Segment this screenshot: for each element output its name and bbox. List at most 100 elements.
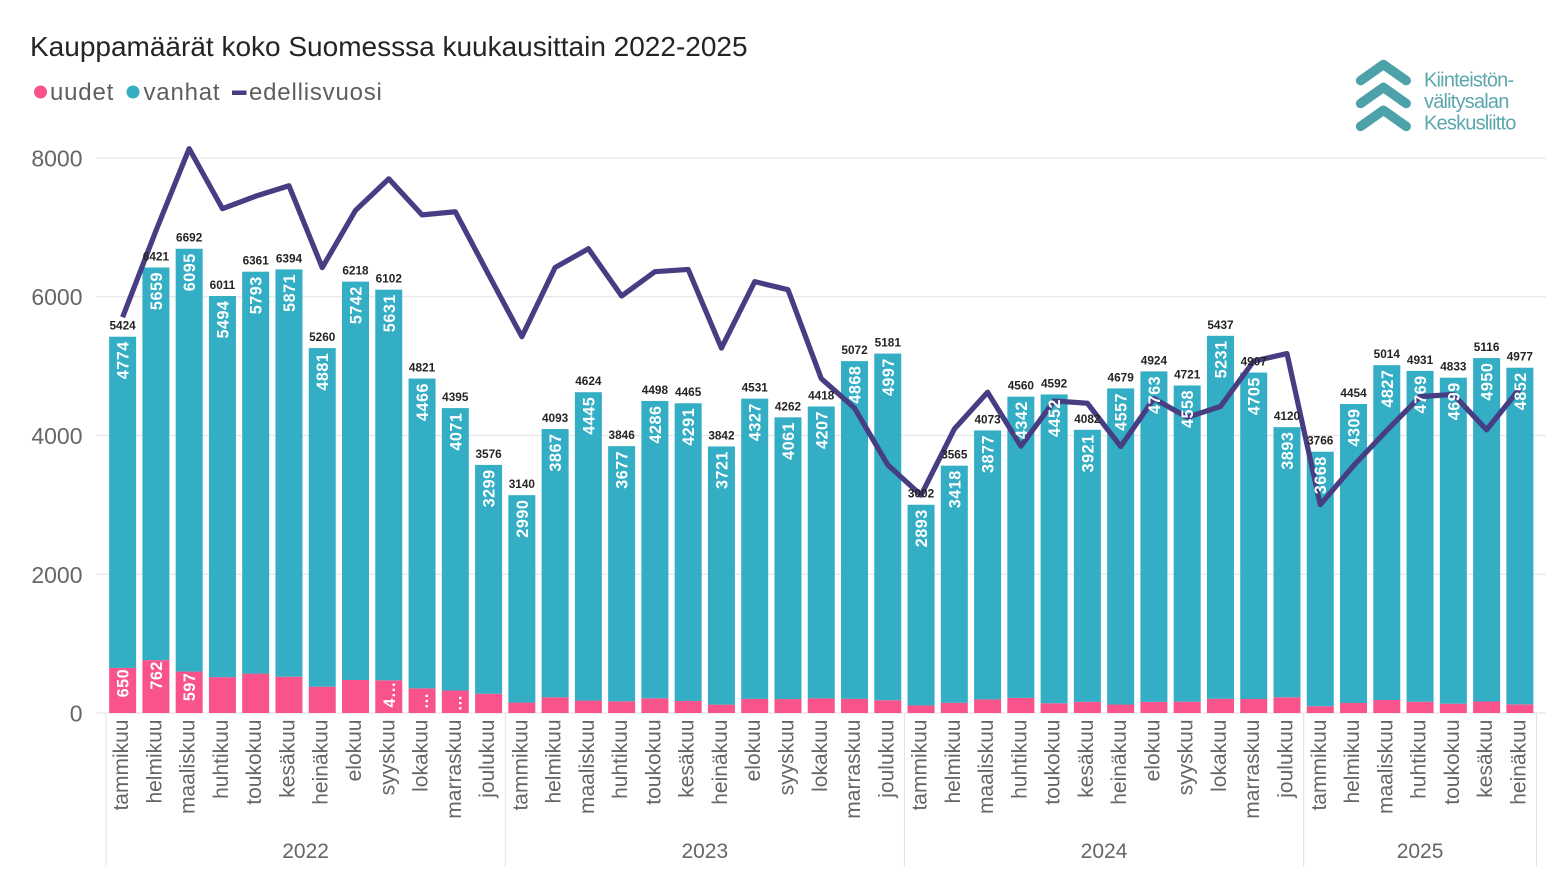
svg-text:5742: 5742	[348, 286, 366, 324]
svg-text:4073: 4073	[974, 412, 1001, 426]
svg-text:4452: 4452	[1046, 399, 1064, 437]
svg-text:4679: 4679	[1108, 370, 1135, 384]
svg-text:4465: 4465	[675, 385, 702, 399]
svg-text:5793: 5793	[248, 276, 266, 314]
svg-text:4000: 4000	[31, 423, 82, 449]
svg-text:marraskuu: marraskuu	[842, 720, 865, 819]
svg-text:4342: 4342	[1013, 401, 1031, 439]
svg-text:toukokuu: toukokuu	[642, 720, 665, 805]
svg-text:toukokuu: toukokuu	[243, 720, 266, 805]
svg-text:Kauppamäärät koko Suomesssa ku: Kauppamäärät koko Suomesssa kuukausittai…	[30, 31, 748, 62]
svg-text:2000: 2000	[31, 562, 82, 588]
svg-text:marraskuu: marraskuu	[1241, 720, 1264, 819]
svg-text:maaliskuu: maaliskuu	[1374, 720, 1397, 815]
svg-text:3893: 3893	[1279, 432, 1297, 470]
svg-text:762: 762	[148, 661, 166, 690]
svg-text:4531: 4531	[742, 381, 769, 395]
svg-text:välitysalan: välitysalan	[1424, 91, 1509, 113]
svg-text:3842: 3842	[708, 428, 735, 442]
svg-text:elokuu: elokuu	[742, 720, 765, 782]
svg-text:4821: 4821	[409, 361, 436, 375]
svg-text:5231: 5231	[1212, 340, 1230, 378]
svg-text:4286: 4286	[647, 405, 665, 443]
svg-text:3846: 3846	[609, 428, 636, 442]
svg-text:huhtikuu: huhtikuu	[1008, 720, 1031, 799]
svg-text:syyskuu: syyskuu	[775, 720, 798, 796]
svg-text:4763: 4763	[1146, 376, 1164, 414]
svg-text:tammikuu: tammikuu	[110, 720, 133, 811]
svg-text:kesäkuu: kesäkuu	[1474, 720, 1497, 798]
svg-text:4774: 4774	[115, 341, 133, 379]
svg-text:tammikuu: tammikuu	[1308, 720, 1331, 811]
svg-text:6102: 6102	[376, 272, 403, 286]
svg-text:650: 650	[115, 669, 133, 698]
svg-text:helmikuu: helmikuu	[1341, 720, 1364, 804]
svg-text:3565: 3565	[941, 448, 968, 462]
svg-text:heinäkuu: heinäkuu	[1108, 720, 1131, 805]
svg-text:maaliskuu: maaliskuu	[177, 720, 200, 815]
svg-text:4093: 4093	[542, 411, 569, 425]
svg-text:4…: 4…	[381, 681, 399, 707]
svg-text:3002: 3002	[908, 487, 935, 501]
svg-text:5072: 5072	[841, 343, 868, 357]
svg-text:5494: 5494	[214, 300, 232, 338]
svg-text:3921: 3921	[1079, 434, 1097, 472]
svg-text:edellisvuosi: edellisvuosi	[249, 79, 383, 106]
svg-text:maaliskuu: maaliskuu	[576, 720, 599, 815]
svg-text:helmikuu: helmikuu	[942, 720, 965, 804]
svg-text:6692: 6692	[176, 231, 203, 245]
svg-text:heinäkuu: heinäkuu	[709, 720, 732, 805]
svg-text:4418: 4418	[808, 389, 835, 403]
svg-text:4924: 4924	[1141, 353, 1168, 367]
svg-text:4997: 4997	[880, 358, 898, 396]
svg-text:3576: 3576	[475, 447, 502, 461]
svg-text:4827: 4827	[1379, 370, 1397, 408]
svg-text:4071: 4071	[447, 413, 465, 451]
svg-text:3867: 3867	[547, 434, 565, 472]
svg-text:lokakuu: lokakuu	[410, 720, 433, 792]
svg-text:4120: 4120	[1274, 409, 1301, 423]
svg-text:3668: 3668	[1312, 456, 1330, 494]
svg-text:6000: 6000	[31, 284, 82, 310]
svg-text:6394: 6394	[276, 251, 303, 265]
svg-text:3766: 3766	[1307, 434, 1334, 448]
svg-text:joulukuu: joulukuu	[1274, 720, 1297, 799]
svg-text:4769: 4769	[1412, 375, 1430, 413]
svg-text:3140: 3140	[509, 477, 536, 491]
svg-text:maaliskuu: maaliskuu	[975, 720, 998, 815]
svg-text:3299: 3299	[481, 469, 499, 507]
svg-text:heinäkuu: heinäkuu	[310, 720, 333, 805]
svg-text:0: 0	[70, 701, 83, 727]
svg-text:4061: 4061	[780, 422, 798, 460]
svg-text:tammikuu: tammikuu	[909, 720, 932, 811]
svg-text:huhtikuu: huhtikuu	[609, 720, 632, 799]
svg-text:4721: 4721	[1174, 367, 1201, 381]
svg-text:5631: 5631	[381, 294, 399, 332]
svg-text:lokakuu: lokakuu	[1208, 720, 1231, 792]
svg-text:4454: 4454	[1340, 386, 1367, 400]
svg-text:5437: 5437	[1207, 318, 1234, 332]
svg-text:Kiinteistön-: Kiinteistön-	[1424, 70, 1513, 92]
svg-text:elokuu: elokuu	[1141, 720, 1164, 782]
svg-text:4868: 4868	[847, 366, 865, 404]
svg-text:toukokuu: toukokuu	[1042, 720, 1065, 805]
svg-text:5260: 5260	[309, 330, 336, 344]
svg-text:2023: 2023	[681, 840, 728, 863]
svg-text:tammikuu: tammikuu	[509, 720, 532, 811]
svg-text:3418: 3418	[946, 470, 964, 508]
svg-text:597: 597	[181, 673, 199, 702]
svg-text:joulukuu: joulukuu	[476, 720, 499, 799]
svg-text:5014: 5014	[1374, 347, 1401, 361]
svg-text:joulukuu: joulukuu	[875, 720, 898, 799]
svg-text:2024: 2024	[1081, 840, 1128, 863]
svg-text:syyskuu: syyskuu	[1175, 720, 1198, 796]
svg-text:4498: 4498	[642, 383, 669, 397]
svg-text:4395: 4395	[442, 390, 469, 404]
svg-text:4624: 4624	[575, 374, 602, 388]
svg-text:4466: 4466	[414, 383, 432, 421]
svg-text:4977: 4977	[1507, 350, 1534, 364]
svg-text:kesäkuu: kesäkuu	[1075, 720, 1098, 798]
svg-text:4931: 4931	[1407, 353, 1434, 367]
svg-text:6361: 6361	[243, 254, 270, 268]
svg-text:vanhat: vanhat	[144, 79, 221, 106]
